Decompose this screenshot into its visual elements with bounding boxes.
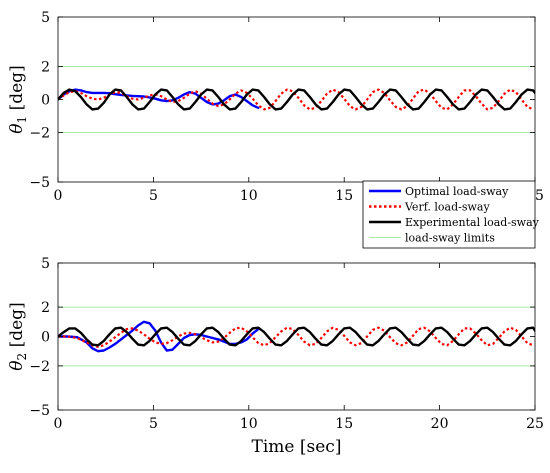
x-tick-label: 5 bbox=[149, 416, 158, 432]
series-optimal-load-sway-line bbox=[58, 88, 260, 110]
x-tick-label: 15 bbox=[335, 416, 353, 432]
y-tick-label: 5 bbox=[41, 256, 50, 272]
y-tick-label: 5 bbox=[41, 10, 50, 26]
y-tick-label: 0 bbox=[41, 330, 50, 346]
x-tick-label: 20 bbox=[431, 416, 449, 432]
y-tick-label: 2 bbox=[41, 60, 50, 76]
legend-entry: Optimal load-sway bbox=[405, 185, 509, 198]
y-tick-label: 2 bbox=[41, 300, 50, 316]
y-axis-subscript: 2 bbox=[15, 353, 29, 361]
y-tick-label: −2 bbox=[29, 126, 50, 142]
y-tick-label: 0 bbox=[41, 93, 50, 109]
y-axis-symbol: θ bbox=[7, 360, 27, 370]
x-tick-label: 0 bbox=[54, 188, 63, 204]
x-tick-label: 15 bbox=[335, 188, 353, 204]
y-axis-symbol: θ bbox=[7, 123, 27, 133]
x-tick-label: 5 bbox=[149, 188, 158, 204]
legend-entry: Verf. load-sway bbox=[404, 201, 490, 214]
legend-entry: Experimental load-sway bbox=[405, 216, 540, 229]
x-tick-label: 10 bbox=[240, 188, 258, 204]
legend-entry: load-sway limits bbox=[405, 232, 495, 245]
y-axis-label: θ1 [deg] bbox=[7, 65, 29, 133]
y-axis-unit: [deg] bbox=[7, 302, 27, 353]
x-tick-label: 25 bbox=[526, 416, 544, 432]
series-verf-load-sway-line bbox=[58, 326, 534, 348]
y-tick-label: −5 bbox=[29, 403, 50, 419]
y-axis-label: θ2 [deg] bbox=[7, 302, 29, 370]
y-tick-label: −2 bbox=[29, 359, 50, 375]
x-tick-label: 10 bbox=[240, 416, 258, 432]
y-tick-label: −5 bbox=[29, 175, 50, 191]
series-experimental-load-sway-line bbox=[58, 88, 535, 111]
legend: Optimal load-sway Verf. load-sway Experime… bbox=[362, 180, 540, 249]
y-axis-unit: [deg] bbox=[7, 65, 27, 116]
x-axis-label: Time [sec] bbox=[252, 437, 342, 457]
y-axis-subscript: 1 bbox=[15, 116, 29, 124]
series-experimental-load-sway-line bbox=[58, 326, 535, 347]
series-verf-load-sway-line bbox=[58, 88, 534, 111]
x-tick-label: 0 bbox=[54, 416, 63, 432]
